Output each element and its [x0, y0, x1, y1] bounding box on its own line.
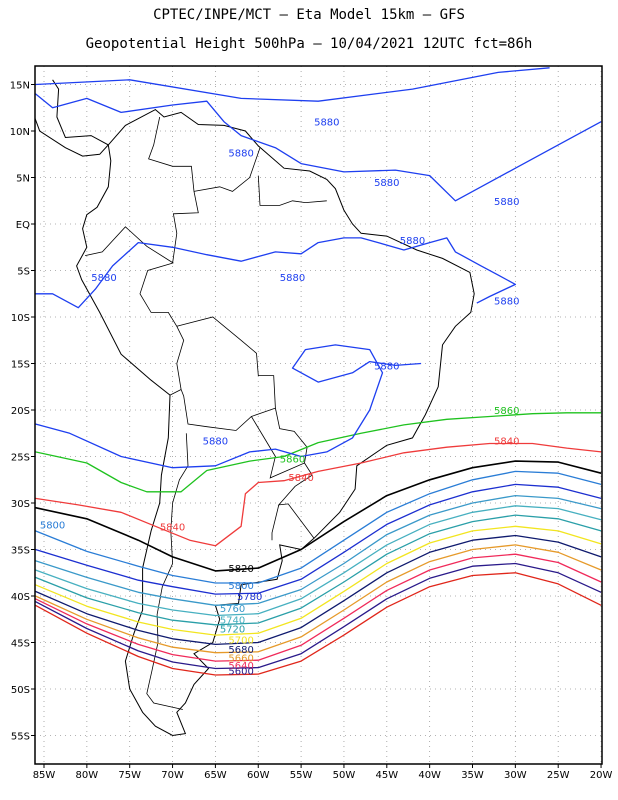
contour-label-5880: 5880	[374, 178, 399, 189]
lat-tick-label: 15S	[11, 360, 30, 371]
contour-5860	[35, 412, 602, 493]
contour-5720	[35, 514, 602, 626]
contour-label-5760: 5760	[220, 604, 245, 615]
contour-label-5860: 5860	[280, 454, 305, 465]
lat-tick-label: 5S	[17, 267, 30, 278]
contour-label-5860: 5860	[494, 406, 519, 417]
country-border	[146, 433, 189, 710]
lat-tick-label: 5N	[16, 174, 30, 185]
contour-label-5800: 5800	[40, 520, 65, 531]
lon-tick-label: 75W	[118, 770, 141, 781]
lon-tick-label: 85W	[33, 770, 56, 781]
contour-5880	[35, 237, 517, 309]
contour-label-5660: 5660	[228, 653, 253, 664]
contour-5880	[35, 93, 602, 202]
contour-label-5820: 5820	[228, 564, 253, 575]
contour-label-5880: 5880	[400, 236, 425, 247]
height-contours	[35, 67, 602, 676]
lat-tick-label: 20S	[11, 406, 30, 417]
lon-tick-label: 60W	[247, 770, 270, 781]
chart-title: CPTEC/INPE/MCT – Eta Model 15km – GFS	[153, 7, 465, 23]
contour-label-5800: 5800	[228, 581, 253, 592]
lon-tick-label: 45W	[375, 770, 398, 781]
lon-tick-label: 50W	[333, 770, 356, 781]
contour-label-5880: 5880	[494, 296, 519, 307]
lat-tick-label: 10S	[11, 313, 30, 324]
contour-5760	[35, 494, 602, 606]
lon-tick-label: 70W	[161, 770, 184, 781]
lon-tick-label: 20W	[590, 770, 613, 781]
lat-tick-label: EQ	[16, 220, 30, 231]
lon-tick-label: 25W	[547, 770, 570, 781]
lon-tick-label: 30W	[504, 770, 527, 781]
contour-label-5840: 5840	[494, 437, 519, 448]
country-border	[148, 116, 199, 264]
contour-label-5640: 5640	[228, 661, 253, 672]
central-america-coastline	[35, 79, 110, 157]
contour-label-5880: 5880	[280, 273, 305, 284]
contour-5880	[35, 344, 422, 469]
contour-5660	[35, 544, 602, 654]
lat-tick-label: 35S	[11, 546, 30, 557]
contour-5740	[35, 505, 602, 617]
contour-label-5680: 5680	[228, 645, 253, 656]
contour-label-5700: 5700	[228, 636, 253, 647]
contour-5780	[35, 483, 602, 595]
contour-label-5880: 5880	[91, 273, 116, 284]
lat-tick-label: 45S	[11, 639, 30, 650]
contour-label-5620: 5600	[228, 666, 253, 677]
contour-label-5880: 5880	[203, 437, 228, 448]
contour-5840	[35, 442, 602, 547]
contour-label-5880: 5880	[494, 197, 519, 208]
contour-5640	[35, 553, 602, 662]
contour-5880	[35, 67, 550, 102]
contour-labels: 5880 5880 5880 5880 5880 5880 5880 5880 5880 5880…	[40, 118, 520, 678]
contour-label-5720: 5720	[220, 625, 245, 636]
country-border	[85, 226, 174, 264]
lon-tick-label: 40W	[418, 770, 441, 781]
contour-5600	[35, 572, 602, 676]
map-frame	[34, 65, 603, 765]
contour-label-5780: 5780	[237, 592, 262, 603]
lat-tick-label: 55S	[11, 732, 30, 743]
contour-5700	[35, 525, 602, 636]
contour-label-5880: 5880	[314, 118, 339, 129]
contour-label-5880: 5880	[228, 148, 253, 159]
contour-label-5880: 5880	[374, 361, 399, 372]
contour-label-5840: 5840	[288, 473, 313, 484]
lat-tick-label: 30S	[11, 499, 30, 510]
country-border	[257, 175, 327, 206]
contour-label-5840: 5840	[160, 522, 185, 533]
contour-5820	[35, 460, 602, 572]
country-border	[271, 504, 280, 541]
country-border	[139, 262, 185, 396]
chart-subtitle: Geopotential Height 500hPa – 10/04/2021 …	[85, 36, 533, 52]
lon-tick-label: 65W	[204, 770, 227, 781]
lat-tick-label: 40S	[11, 592, 30, 603]
lon-tick-label: 35W	[461, 770, 484, 781]
lat-tick-label: 15N	[10, 81, 30, 92]
lat-tick-label: 50S	[11, 685, 30, 696]
axis-ticks: 85W 80W 75W 70W 65W 60W 55W 50W 45W 40W 35W 30W 25W 2…	[10, 81, 613, 782]
country-border	[193, 147, 261, 192]
lat-tick-label: 25S	[11, 453, 30, 464]
contour-5680	[35, 534, 602, 646]
lon-tick-label: 80W	[76, 770, 99, 781]
contour-label-5740: 5740	[220, 615, 245, 626]
lon-tick-label: 55W	[290, 770, 313, 781]
contour-5800	[35, 470, 602, 584]
lat-tick-label: 10N	[10, 127, 30, 138]
contour-5620	[35, 562, 602, 670]
